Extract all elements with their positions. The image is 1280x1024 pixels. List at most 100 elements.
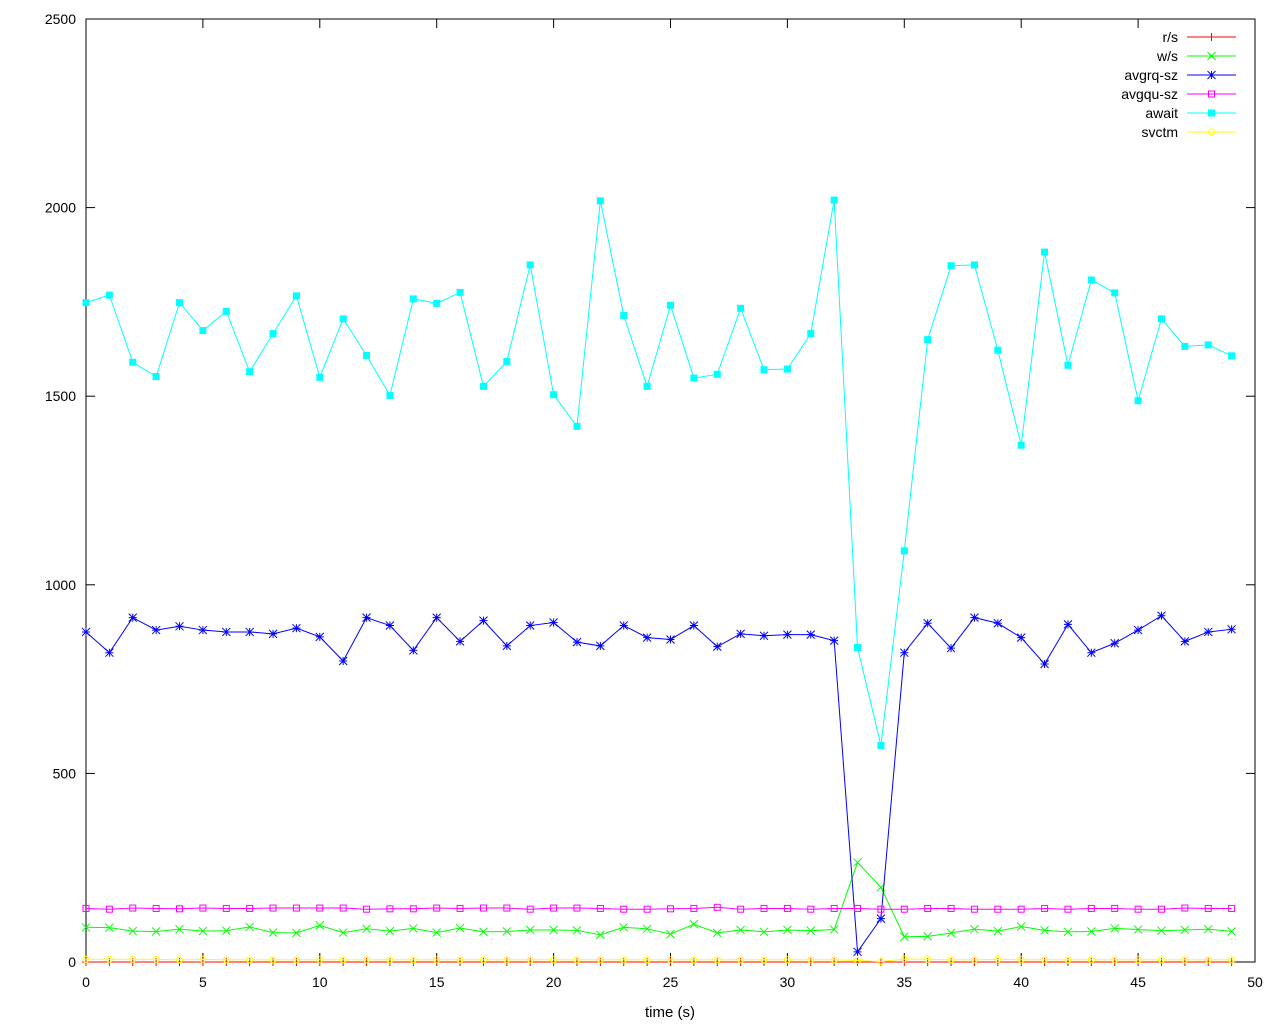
data-point-avgrq-sz xyxy=(525,621,535,630)
data-point-w-s xyxy=(1086,927,1096,936)
data-point-await xyxy=(386,391,394,399)
data-point-avgqu-sz xyxy=(199,904,207,912)
data-point-svctm xyxy=(1157,956,1165,964)
data-point-avgqu-sz xyxy=(807,905,815,913)
data-point-avgqu-sz xyxy=(176,905,184,913)
data-point-svctm xyxy=(900,955,908,963)
data-point-w-s xyxy=(1203,924,1213,934)
data-point-avgrq-sz xyxy=(1227,624,1236,634)
data-point-await xyxy=(620,311,628,319)
series-layer xyxy=(81,196,1236,966)
data-point-svctm xyxy=(667,956,674,964)
data-point-w-s xyxy=(1133,925,1143,934)
data-point-svctm xyxy=(970,956,978,964)
data-point-svctm xyxy=(1017,956,1025,964)
data-point-avgrq-sz xyxy=(479,616,488,625)
series-svctm xyxy=(82,955,1236,966)
data-point-svctm xyxy=(246,956,254,964)
data-point-avgqu-sz xyxy=(643,905,651,913)
data-point-avgqu-sz xyxy=(900,905,908,913)
x-tick-label: 20 xyxy=(546,974,562,990)
data-point-avgrq-sz xyxy=(455,637,465,646)
data-point-w-s xyxy=(923,931,933,941)
y-tick-label: 0 xyxy=(68,954,76,970)
data-point-svctm xyxy=(596,956,604,964)
data-point-w-s xyxy=(642,924,652,934)
x-axis: 0 5 10 15 20 25 30 35 40 45 50 xyxy=(82,19,1263,990)
legend: r/s w/s avgrq-sz avgqu-sz await svctm xyxy=(1121,29,1236,140)
x-tick-label: 15 xyxy=(429,974,445,990)
data-point-svctm xyxy=(129,955,137,963)
y-tick-label: 2000 xyxy=(45,200,76,216)
series-line-avgrq-sz xyxy=(85,615,1232,954)
y-tick-label: 1500 xyxy=(45,388,76,404)
data-point-svctm xyxy=(1064,956,1072,964)
data-point-avgqu-sz xyxy=(246,904,254,912)
data-point-svctm xyxy=(1204,956,1212,964)
data-point-w-s xyxy=(783,925,792,935)
data-point-await xyxy=(643,382,651,390)
data-point-w-s xyxy=(362,924,371,934)
data-point-svctm xyxy=(924,955,932,963)
data-point-avgqu-sz xyxy=(1087,904,1095,912)
data-point-avgrq-sz xyxy=(502,641,512,651)
legend-label: avgqu-sz xyxy=(1121,86,1178,102)
data-point-avgrq-sz xyxy=(993,618,1003,628)
data-point-w-s xyxy=(432,928,442,937)
data-point-await xyxy=(1017,441,1025,449)
data-point-avgqu-sz xyxy=(82,904,90,912)
data-point-await xyxy=(737,304,745,312)
data-point-avgqu-sz xyxy=(877,905,885,913)
data-point-avgrq-sz xyxy=(315,632,325,642)
data-point-await xyxy=(363,351,371,359)
data-point-w-s xyxy=(268,928,278,937)
data-point-avgqu-sz xyxy=(1181,904,1189,912)
data-point-avgrq-sz xyxy=(362,613,371,622)
data-point-avgqu-sz xyxy=(1134,905,1142,913)
data-point-svctm xyxy=(176,956,184,964)
data-point-svctm xyxy=(433,956,441,964)
data-point-w-s xyxy=(292,928,301,938)
data-point-avgqu-sz xyxy=(433,904,441,912)
legend-label: svctm xyxy=(1141,124,1178,140)
data-point-w-s xyxy=(479,927,488,937)
data-point-avgrq-sz xyxy=(1063,620,1073,629)
series-line-w-s xyxy=(85,861,1232,938)
data-point-await xyxy=(1204,341,1212,349)
data-point-avgqu-sz xyxy=(503,904,511,912)
legend-item-r-s: r/s xyxy=(1162,29,1236,45)
data-point-avgrq-sz xyxy=(1016,633,1026,642)
data-point-avgrq-sz xyxy=(1180,637,1190,646)
x-tick-label: 5 xyxy=(199,974,207,990)
data-point-avgqu-sz xyxy=(1228,904,1236,912)
x-tick-label: 40 xyxy=(1013,974,1029,990)
data-point-avgrq-sz xyxy=(175,621,184,631)
data-point-await xyxy=(339,315,347,323)
data-point-avgqu-sz xyxy=(152,904,160,912)
data-point-svctm xyxy=(82,955,90,963)
data-point-w-s xyxy=(128,926,138,936)
data-point-await xyxy=(316,373,324,381)
legend-item-w-s: w/s xyxy=(1156,48,1236,64)
data-point-avgrq-sz xyxy=(338,656,348,666)
data-point-avgrq-sz xyxy=(642,633,652,642)
data-point-svctm xyxy=(386,956,394,964)
data-point-w-s xyxy=(666,929,675,939)
data-point-await xyxy=(433,299,441,307)
data-point-avgqu-sz xyxy=(550,904,558,912)
data-point-avgrq-sz xyxy=(783,630,792,639)
legend-marker xyxy=(1207,70,1216,80)
y-axis: 0 500 1000 1500 2000 2500 xyxy=(45,11,1255,970)
data-point-await xyxy=(994,346,1002,354)
data-point-await xyxy=(783,365,791,373)
data-point-avgrq-sz xyxy=(151,625,161,635)
data-point-avgrq-sz xyxy=(619,621,629,630)
data-point-avgrq-sz xyxy=(1086,648,1096,658)
data-point-svctm xyxy=(1181,956,1189,964)
legend-marker xyxy=(1208,128,1215,136)
data-point-await xyxy=(1157,315,1165,323)
data-point-svctm xyxy=(409,956,417,964)
data-point-avgrq-sz xyxy=(408,646,418,655)
data-point-svctm xyxy=(479,956,487,964)
data-point-await xyxy=(526,261,534,269)
